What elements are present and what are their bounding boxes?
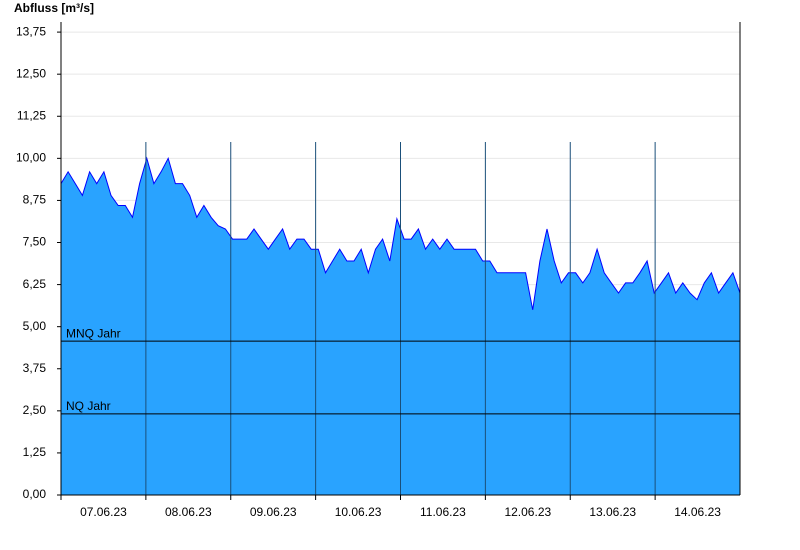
y-tick-label: 2,50 bbox=[23, 403, 47, 417]
y-tick-label: 12,50 bbox=[16, 66, 46, 80]
y-tick-label: 5,00 bbox=[23, 319, 47, 333]
y-tick-label: 11,25 bbox=[17, 108, 46, 122]
x-tick-label: 10.06.23 bbox=[335, 505, 382, 519]
y-tick-label: 6,25 bbox=[23, 277, 47, 291]
x-tick-label: 14.06.23 bbox=[674, 505, 721, 519]
x-tick-label: 09.06.23 bbox=[250, 505, 297, 519]
reference-label: MNQ Jahr bbox=[66, 326, 121, 340]
y-tick-label: 1,25 bbox=[23, 445, 47, 459]
y-tick-label: 7,50 bbox=[23, 235, 47, 249]
x-tick-label: 12.06.23 bbox=[504, 505, 551, 519]
y-tick-label: 0,00 bbox=[23, 487, 47, 501]
reference-label: NQ Jahr bbox=[66, 399, 111, 413]
x-tick-label: 08.06.23 bbox=[165, 505, 212, 519]
x-tick-label: 13.06.23 bbox=[589, 505, 636, 519]
x-tick-label: 11.06.23 bbox=[420, 505, 466, 519]
y-tick-label: 13,75 bbox=[16, 24, 46, 38]
y-tick-label: 10,00 bbox=[16, 151, 46, 165]
y-axis-title: Abfluss [m³/s] bbox=[14, 1, 94, 15]
y-tick-label: 8,75 bbox=[23, 193, 47, 207]
y-tick-label: 3,75 bbox=[23, 361, 47, 375]
x-tick-label: 07.06.23 bbox=[80, 505, 127, 519]
